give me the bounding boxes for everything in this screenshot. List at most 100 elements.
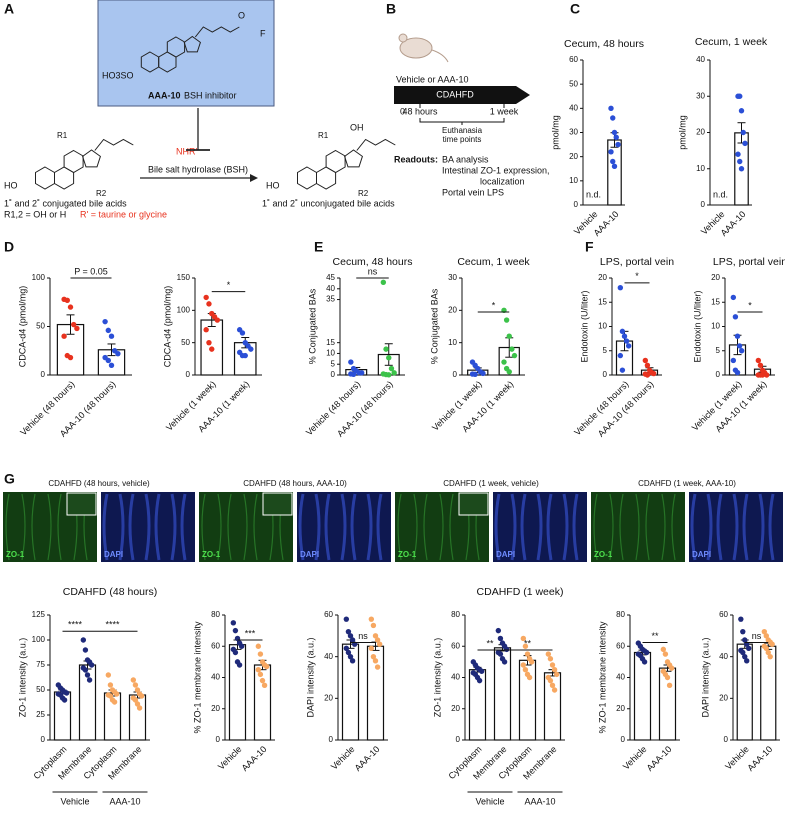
stain-label: DAPI xyxy=(300,550,319,559)
data-point xyxy=(506,333,512,339)
y-tick-label: 0 xyxy=(453,370,458,379)
tissue xyxy=(57,493,62,561)
y-tick-label: 30 xyxy=(448,273,457,282)
nuclei xyxy=(768,493,775,561)
y-tick-label: 40 xyxy=(696,55,705,64)
stain-label: ZO-1 xyxy=(202,550,221,559)
nuclei xyxy=(118,493,125,561)
y-tick-label: 125 xyxy=(32,610,46,619)
euthanasia: Euthanasia xyxy=(442,126,483,135)
nuclei xyxy=(758,493,765,561)
nuclei xyxy=(520,493,527,561)
data-point xyxy=(763,372,770,378)
y-tick-label: 60 xyxy=(451,641,460,650)
tissue xyxy=(671,493,676,561)
chart: 0 20 40 60 80 % ZO-1 membrane intensity Vehicl… xyxy=(192,610,275,773)
chart: 0 25 50 75 100 125 CDAHFD (48 hours) ZO-1 inten… xyxy=(17,586,157,807)
group-label: Vehicle xyxy=(60,796,89,806)
data-point xyxy=(391,370,397,376)
sig-label: **** xyxy=(105,620,120,630)
nuclei xyxy=(690,493,697,561)
y-tick-label: 80 xyxy=(211,610,220,619)
panel-label: G xyxy=(4,471,15,487)
data-point xyxy=(263,663,270,670)
panel-label: F xyxy=(585,239,594,255)
y-tick-label: 50 xyxy=(36,322,45,331)
tissue xyxy=(635,493,640,561)
data-point xyxy=(130,677,137,683)
sig-label: ** xyxy=(524,638,532,648)
chart: 0 20 40 60 80 % ZO-1 membrane intensity Vehicl… xyxy=(597,610,680,773)
data-point xyxy=(82,647,89,653)
data-point xyxy=(107,693,114,699)
tissue xyxy=(609,493,614,561)
data-point xyxy=(549,682,556,689)
chart: 0 5 10 15 20 LPS, portal vein Endotoxin (U/lit… xyxy=(572,256,674,439)
data-point xyxy=(214,317,221,323)
tissue xyxy=(423,493,428,561)
data-point xyxy=(372,658,379,664)
y-axis-label: % ZO-1 membrane intensity xyxy=(192,621,202,734)
y-tick-label: 0 xyxy=(574,200,579,209)
data-point xyxy=(730,357,737,364)
data-point xyxy=(732,314,739,320)
data-point xyxy=(735,151,741,157)
bar xyxy=(228,644,247,741)
inset xyxy=(262,492,293,516)
bar xyxy=(253,664,272,741)
data-point xyxy=(113,691,120,697)
y-axis-label: DAPI intensity (a.u.) xyxy=(700,637,710,717)
data-point xyxy=(132,697,139,703)
data-point xyxy=(524,651,531,657)
panel-label: D xyxy=(4,239,14,255)
y-tick-label: 40 xyxy=(211,673,220,682)
data-point xyxy=(520,635,527,642)
side-chain xyxy=(194,26,240,38)
readout: BA analysis xyxy=(442,154,489,164)
nuclei xyxy=(340,493,347,561)
data-point xyxy=(503,646,510,653)
data-point xyxy=(372,633,379,639)
data-point xyxy=(660,646,667,653)
inhibitor-desc: BSH inhibitor xyxy=(184,90,237,100)
data-point xyxy=(621,333,628,339)
data-point xyxy=(80,637,87,643)
y-tick-label: 15 xyxy=(326,338,335,347)
y-tick-label: 0 xyxy=(41,370,46,379)
y-tick-label: 20 xyxy=(696,128,705,137)
product: 1˚ and 2˚ unconjugated bile acids xyxy=(262,198,395,208)
data-point xyxy=(641,659,648,665)
ring xyxy=(35,166,55,190)
y-tick-label: 45 xyxy=(326,273,335,282)
y-tick-label: 40 xyxy=(719,652,728,661)
data-point xyxy=(257,671,264,678)
group-label: Vehicle xyxy=(475,796,504,806)
data-point xyxy=(503,317,510,323)
data-point xyxy=(108,333,115,339)
data-point xyxy=(619,367,626,373)
chart: 0 20 40 60 DAPI intensity (a.u.) VehicleAAA-1… xyxy=(305,610,388,773)
x-tick-label: AAA-10 xyxy=(645,744,674,773)
inset xyxy=(458,492,489,516)
inhibitor-box xyxy=(97,0,275,107)
data-point xyxy=(248,346,254,352)
y-tick-label: 60 xyxy=(616,641,625,650)
chart-title: Cecum, 1 week xyxy=(457,256,530,268)
y-tick-label: 0 xyxy=(216,735,221,744)
atom: R2 xyxy=(96,189,107,198)
chart-title: LPS, portal vein xyxy=(713,256,785,268)
data-point xyxy=(261,682,268,689)
data-point xyxy=(107,682,114,688)
inhibitor-name: AAA-10 xyxy=(148,90,181,100)
data-point xyxy=(232,627,239,634)
data-point xyxy=(738,166,745,172)
timepoint: 48 hours xyxy=(402,106,438,116)
data-point xyxy=(383,346,389,352)
data-point xyxy=(730,294,737,301)
y-tick-label: 150 xyxy=(177,273,191,282)
data-point xyxy=(742,637,748,643)
data-point xyxy=(611,129,618,136)
sig-label: P = 0.05 xyxy=(74,266,108,276)
y-tick-label: 30 xyxy=(696,91,705,100)
data-point xyxy=(662,651,669,657)
